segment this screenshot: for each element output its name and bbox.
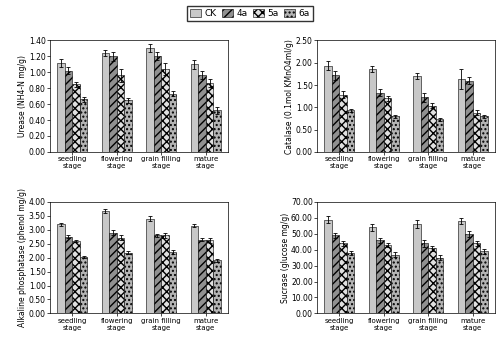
- Bar: [146, 219, 154, 313]
- Bar: [206, 84, 214, 152]
- Bar: [198, 75, 206, 152]
- Bar: [206, 240, 214, 313]
- Bar: [392, 254, 399, 313]
- Bar: [376, 93, 384, 152]
- Legend: CK, 4a, 5a, 6a: CK, 4a, 5a, 6a: [188, 6, 312, 21]
- Bar: [428, 105, 436, 152]
- Bar: [72, 84, 80, 152]
- Bar: [480, 251, 488, 313]
- Bar: [384, 98, 392, 152]
- Bar: [324, 66, 332, 152]
- Bar: [124, 100, 132, 152]
- Bar: [392, 116, 399, 152]
- Bar: [109, 233, 117, 313]
- Bar: [420, 243, 428, 313]
- Bar: [339, 95, 347, 152]
- Bar: [146, 49, 154, 152]
- Bar: [420, 97, 428, 152]
- Bar: [436, 119, 444, 152]
- Bar: [102, 53, 109, 152]
- Bar: [347, 111, 354, 152]
- Y-axis label: Catalase (0.1mol KMnO4ml/g): Catalase (0.1mol KMnO4ml/g): [286, 39, 294, 154]
- Bar: [214, 111, 221, 152]
- Bar: [72, 241, 80, 313]
- Bar: [332, 75, 339, 152]
- Bar: [428, 248, 436, 313]
- Bar: [109, 56, 117, 152]
- Bar: [64, 237, 72, 313]
- Bar: [384, 245, 392, 313]
- Bar: [124, 253, 132, 313]
- Bar: [413, 76, 420, 152]
- Bar: [161, 69, 169, 152]
- Bar: [368, 227, 376, 313]
- Bar: [339, 243, 347, 313]
- Bar: [214, 261, 221, 313]
- Bar: [480, 116, 488, 152]
- Bar: [57, 224, 64, 313]
- Bar: [169, 94, 176, 152]
- Bar: [458, 79, 465, 152]
- Bar: [368, 69, 376, 152]
- Bar: [413, 224, 420, 313]
- Bar: [169, 252, 176, 313]
- Bar: [117, 75, 124, 152]
- Bar: [465, 234, 473, 313]
- Bar: [458, 221, 465, 313]
- Bar: [436, 258, 444, 313]
- Bar: [80, 257, 88, 313]
- Y-axis label: Urease (NH4-N mg/g): Urease (NH4-N mg/g): [18, 55, 28, 137]
- Bar: [190, 226, 198, 313]
- Bar: [190, 64, 198, 152]
- Bar: [473, 113, 480, 152]
- Bar: [376, 240, 384, 313]
- Bar: [80, 99, 88, 152]
- Bar: [154, 236, 161, 313]
- Bar: [161, 236, 169, 313]
- Bar: [347, 253, 354, 313]
- Bar: [198, 240, 206, 313]
- Bar: [473, 243, 480, 313]
- Bar: [102, 211, 109, 313]
- Y-axis label: Sucrase (glucose mg/g): Sucrase (glucose mg/g): [280, 213, 289, 303]
- Bar: [332, 236, 339, 313]
- Bar: [154, 56, 161, 152]
- Bar: [64, 71, 72, 152]
- Bar: [117, 238, 124, 313]
- Bar: [465, 81, 473, 152]
- Bar: [324, 219, 332, 313]
- Y-axis label: Alkaline phosphatase (phenol mg/g): Alkaline phosphatase (phenol mg/g): [18, 188, 28, 327]
- Bar: [57, 63, 64, 152]
